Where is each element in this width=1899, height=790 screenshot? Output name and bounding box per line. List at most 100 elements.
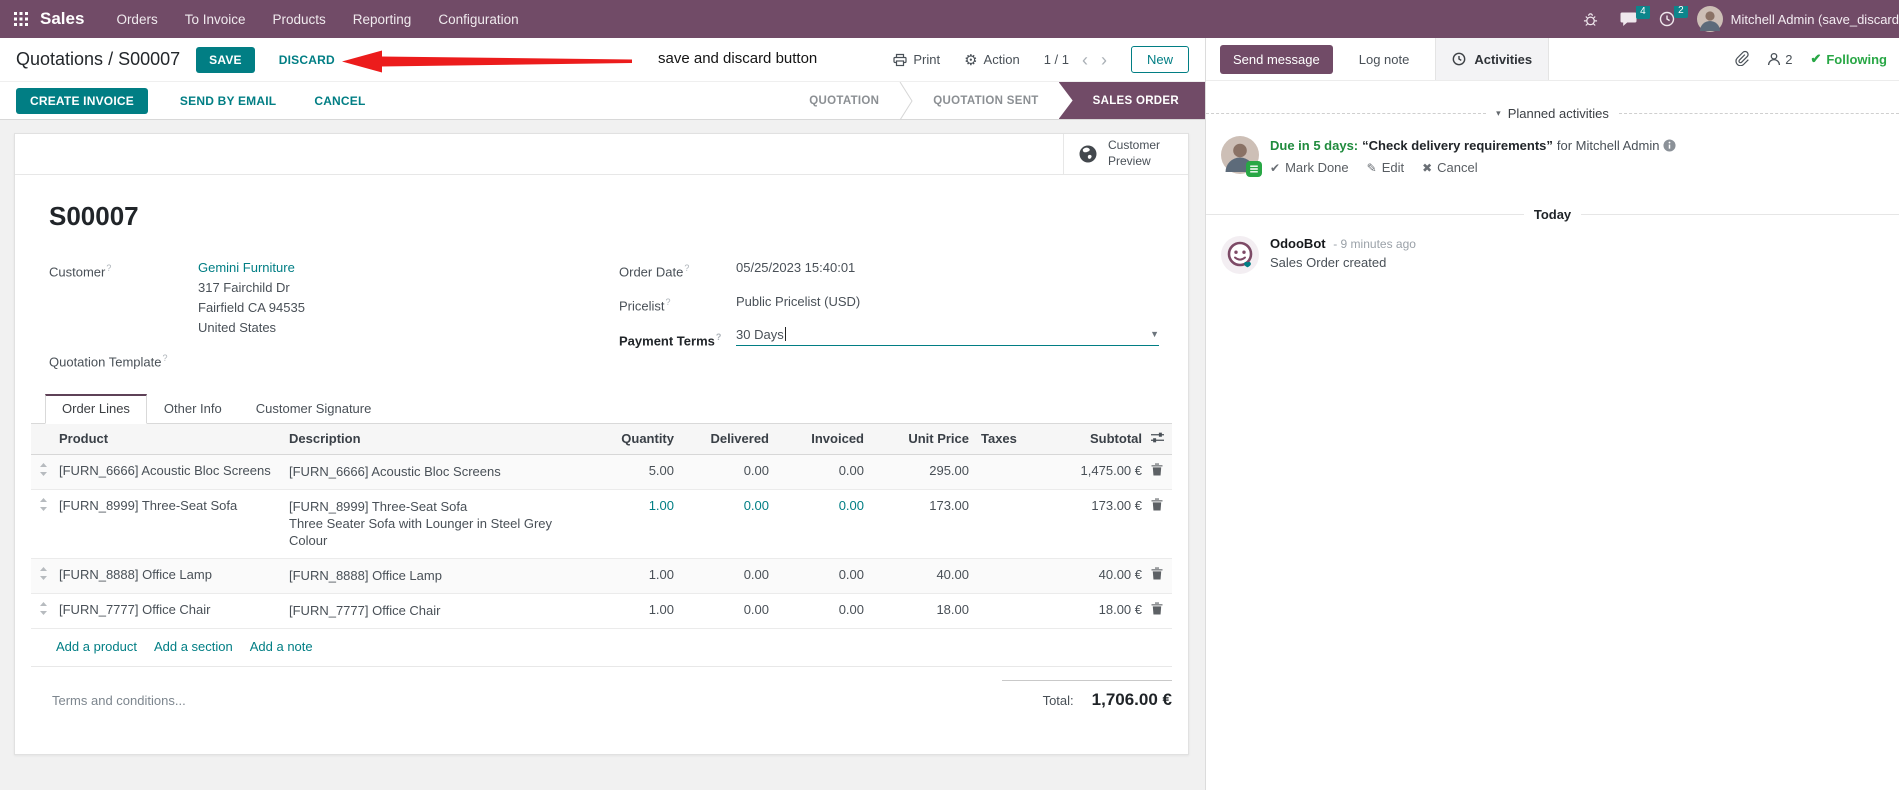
order-date-field[interactable]: 05/25/2023 15:40:01 [736,260,856,275]
cancel-activity-button[interactable]: ✖ Cancel [1422,160,1478,175]
cell-quantity[interactable]: 1.00 [648,602,674,618]
cell-unit-price[interactable]: 40.00 [936,567,969,583]
activity-item: Due in 5 days: “Check delivery requireme… [1221,136,1883,177]
activities-button[interactable]: Activities [1435,38,1550,80]
cell-product[interactable]: [FURN_6666] Acoustic Bloc Screens [59,463,271,479]
message-author[interactable]: OdooBot [1270,236,1326,251]
discard-button[interactable]: DISCARD [273,52,341,68]
cell-description[interactable]: [FURN_6666] Acoustic Bloc Screens [289,464,501,480]
followers-button[interactable]: 2 [1767,52,1792,67]
cell-description[interactable]: [FURN_8999] Three-Seat Sofa Three Seater… [289,499,553,549]
customer-preview-button[interactable]: Customer Preview [1063,134,1188,174]
activities-clock-icon[interactable]: 2 [1659,6,1688,27]
odoobot-avatar[interactable] [1221,236,1259,274]
breadcrumb-quotations[interactable]: Quotations [16,49,104,69]
delete-line-icon[interactable] [1151,567,1163,583]
following-button[interactable]: ✔ Following [1810,51,1887,67]
add-a-section-link[interactable]: Add a section [153,639,233,655]
app-title[interactable]: Sales [40,9,85,28]
new-button[interactable]: New [1130,46,1189,73]
cell-invoiced[interactable]: 0.00 [838,463,864,479]
cell-delivered[interactable]: 0.00 [743,463,769,479]
cell-description[interactable]: [FURN_8888] Office Lamp [289,568,442,584]
cell-delivered[interactable]: 0.00 [743,567,769,583]
order-line-row[interactable]: [FURN_7777] Office Chair [FURN_7777] Off… [31,594,1172,630]
print-button[interactable]: Print [893,52,940,67]
stage-sales-order[interactable]: SALES ORDER [1058,82,1205,119]
payment-terms-field[interactable]: 30 Days ▼ [736,327,1159,346]
create-invoice-button[interactable]: CREATE INVOICE [16,87,148,114]
pager-previous-icon[interactable]: ‹ [1081,49,1088,70]
pricelist-field[interactable]: Public Pricelist (USD) [736,294,861,310]
stage-widget: QUOTATION QUOTATION SENT SALES ORDER [789,81,1205,120]
log-note-button[interactable]: Log note [1353,51,1416,68]
cancel-button[interactable]: CANCEL [308,93,371,109]
cell-unit-price[interactable]: 295.00 [929,463,969,479]
tab-other-info[interactable]: Other Info [163,401,222,417]
delete-line-icon[interactable] [1151,463,1163,479]
cell-product[interactable]: [FURN_8999] Three-Seat Sofa [59,498,238,514]
info-icon[interactable] [1663,139,1677,152]
order-line-row[interactable]: [FURN_8999] Three-Seat Sofa [FURN_8999] … [31,490,1172,560]
menu-configuration[interactable]: Configuration [438,11,519,27]
debug-bug-icon[interactable] [1583,12,1598,27]
action-button[interactable]: ⚙ Action [964,51,1020,69]
header-delivered[interactable]: Delivered [710,431,769,447]
optional-columns-icon[interactable] [1150,431,1165,447]
terms-and-conditions-field[interactable]: Terms and conditions... [52,693,186,709]
messages-badge: 4 [1636,6,1650,19]
tab-customer-signature[interactable]: Customer Signature [255,401,372,417]
tab-order-lines[interactable]: Order Lines [45,394,147,425]
header-unit-price[interactable]: Unit Price [908,431,969,447]
drag-handle-icon[interactable] [31,602,59,618]
header-taxes[interactable]: Taxes [981,431,1017,447]
stage-quotation[interactable]: QUOTATION [809,94,880,107]
cell-product[interactable]: [FURN_7777] Office Chair [59,602,211,618]
delete-line-icon[interactable] [1151,602,1163,618]
menu-reporting[interactable]: Reporting [352,11,412,27]
messages-icon[interactable]: 4 [1620,6,1650,27]
header-product[interactable]: Product [59,431,109,447]
planned-activities-separator[interactable]: ▾ Planned activities [1206,106,1899,121]
menu-products[interactable]: Products [272,11,326,27]
mark-done-button[interactable]: ✔ Mark Done [1270,160,1349,175]
cell-invoiced[interactable]: 0.00 [838,602,864,618]
menu-to-invoice[interactable]: To Invoice [184,11,246,27]
cell-invoiced[interactable]: 0.00 [838,498,864,514]
cell-unit-price[interactable]: 18.00 [936,602,969,618]
drag-handle-icon[interactable] [31,463,59,479]
cell-quantity[interactable]: 1.00 [648,498,674,514]
add-a-product-link[interactable]: Add a product [56,639,137,655]
drag-handle-icon[interactable] [31,567,59,583]
stage-quotation-sent[interactable]: QUOTATION SENT [933,94,1039,107]
header-description[interactable]: Description [289,431,361,447]
menu-orders[interactable]: Orders [116,11,158,27]
add-a-note-link[interactable]: Add a note [249,639,313,655]
activity-avatar[interactable] [1221,136,1262,177]
cell-delivered[interactable]: 0.00 [743,602,769,618]
cell-description[interactable]: [FURN_7777] Office Chair [289,603,441,619]
header-invoiced[interactable]: Invoiced [811,431,864,447]
order-line-row[interactable]: [FURN_6666] Acoustic Bloc Screens [FURN_… [31,455,1172,491]
cell-quantity[interactable]: 5.00 [648,463,674,479]
delete-line-icon[interactable] [1151,498,1163,514]
apps-menu-icon[interactable] [14,12,28,26]
header-subtotal[interactable]: Subtotal [1090,431,1142,447]
send-by-email-button[interactable]: SEND BY EMAIL [174,93,282,109]
order-line-row[interactable]: [FURN_8888] Office Lamp [FURN_8888] Offi… [31,559,1172,595]
send-message-button[interactable]: Send message [1220,44,1333,74]
pager-next-icon[interactable]: › [1100,49,1107,70]
user-menu[interactable]: Mitchell Admin (save_discard [1696,6,1899,32]
cell-product[interactable]: [FURN_8888] Office Lamp [59,567,212,583]
drag-handle-icon[interactable] [31,498,59,514]
cell-quantity[interactable]: 1.00 [648,567,674,583]
edit-activity-button[interactable]: ✎ Edit [1366,160,1405,175]
attachments-button[interactable] [1734,50,1749,69]
header-quantity[interactable]: Quantity [621,431,674,447]
cell-delivered[interactable]: 0.00 [743,498,769,514]
save-button[interactable]: SAVE [196,46,255,73]
cell-invoiced[interactable]: 0.00 [838,567,864,583]
dropdown-caret-icon[interactable]: ▼ [1150,329,1159,340]
customer-link[interactable]: Gemini Furniture [198,260,295,275]
cell-unit-price[interactable]: 173.00 [929,498,969,514]
